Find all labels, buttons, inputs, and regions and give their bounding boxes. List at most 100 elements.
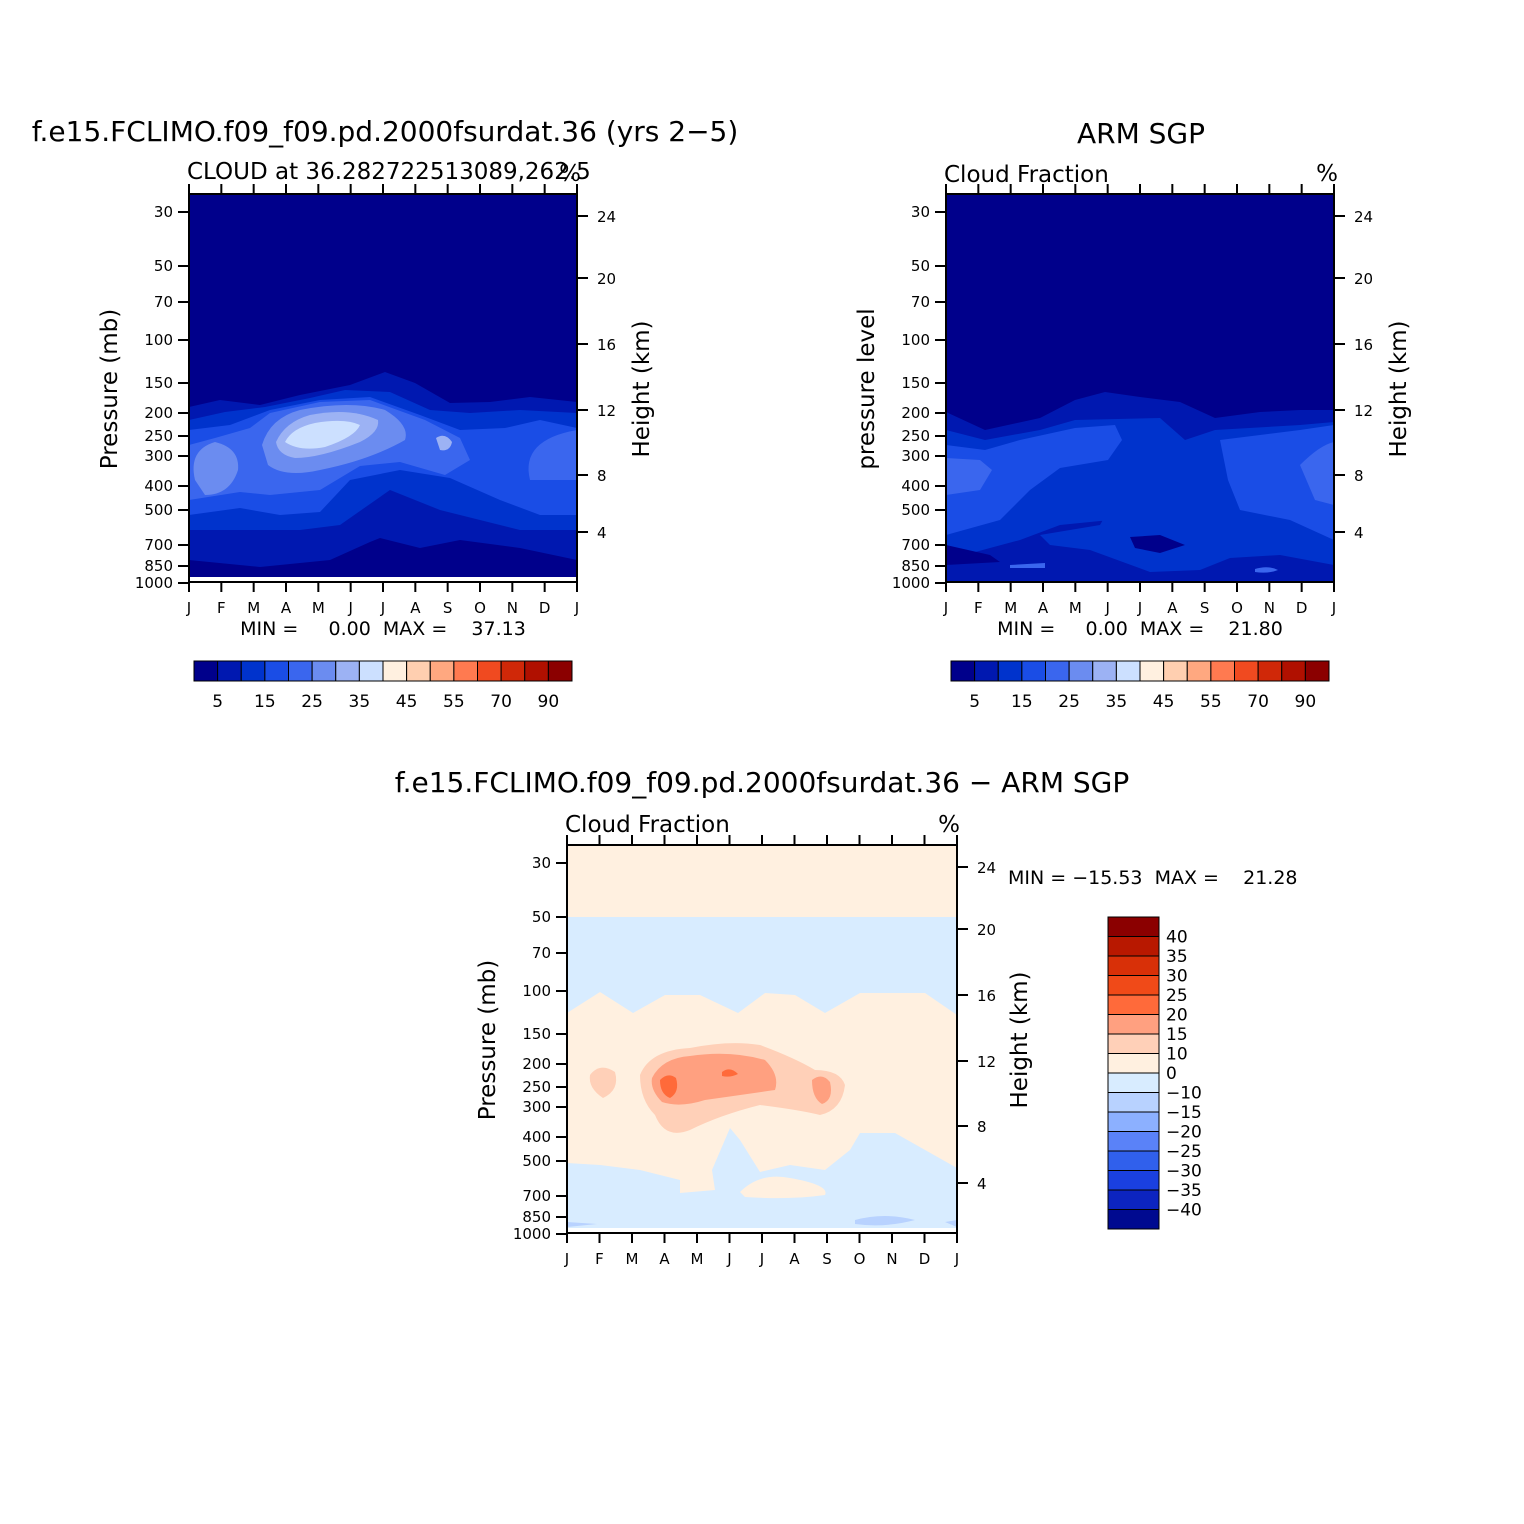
pressure-tick-label: 70 bbox=[154, 293, 173, 311]
diff-units: % bbox=[938, 812, 960, 838]
month-tick-label: F bbox=[217, 599, 226, 617]
colorbar-box bbox=[950, 660, 976, 682]
height-tick-label: 20 bbox=[1354, 270, 1373, 288]
month-tick-label: J bbox=[564, 1250, 569, 1268]
colorbar-label: 25 bbox=[1166, 986, 1188, 1006]
height-tick-label: 4 bbox=[1354, 524, 1364, 542]
model-missing-band bbox=[189, 577, 577, 582]
height-tick-label: 8 bbox=[977, 1118, 987, 1136]
colorbar-box bbox=[1107, 955, 1160, 976]
diff-ylabel: Pressure (mb) bbox=[475, 960, 501, 1120]
colorbar-label: 70 bbox=[490, 692, 512, 712]
month-tick-label: O bbox=[1231, 599, 1243, 617]
pressure-tick-label: 1000 bbox=[892, 574, 930, 592]
colorbar-box bbox=[1021, 660, 1046, 682]
colorbar-label: 35 bbox=[349, 692, 371, 712]
colorbar-box bbox=[547, 660, 573, 682]
colorbar-label: −20 bbox=[1166, 1123, 1202, 1143]
colorbar-label: −10 bbox=[1166, 1084, 1202, 1104]
month-tick-label: F bbox=[974, 599, 983, 617]
month-tick-label: A bbox=[789, 1250, 800, 1268]
month-tick-label: F bbox=[595, 1250, 604, 1268]
colorbar-label: 25 bbox=[1058, 692, 1080, 712]
pressure-tick-label: 400 bbox=[522, 1128, 551, 1146]
diff-level-neg15-neg10-edge bbox=[945, 1220, 957, 1227]
pressure-tick-label: 850 bbox=[901, 557, 930, 575]
colorbar-box bbox=[1107, 1131, 1160, 1152]
pressure-tick-label: 1000 bbox=[513, 1225, 551, 1243]
pressure-tick-label: 100 bbox=[901, 331, 930, 349]
month-tick-label: M bbox=[312, 599, 325, 617]
obs-level-20-25-east bbox=[1300, 442, 1334, 505]
colorbar-label: 25 bbox=[301, 692, 323, 712]
diff-level-neg15-neg10-west bbox=[567, 1222, 597, 1227]
diff-level-0-10-pocket bbox=[740, 1176, 826, 1199]
month-tick-label: J bbox=[380, 599, 385, 617]
obs-level-20-25-small2 bbox=[1255, 567, 1278, 573]
height-tick-label: 16 bbox=[977, 987, 996, 1005]
colorbar-box bbox=[193, 660, 219, 682]
colorbar-box bbox=[335, 660, 360, 682]
colorbar-box bbox=[1107, 1111, 1160, 1132]
obs-level-15-20-west bbox=[946, 425, 1122, 535]
height-tick-label: 24 bbox=[597, 208, 616, 226]
month-tick-label: N bbox=[1264, 599, 1275, 617]
colorbar-box bbox=[217, 660, 242, 682]
colorbar-box bbox=[1107, 1150, 1160, 1171]
pressure-tick-label: 400 bbox=[901, 477, 930, 495]
colorbar-box bbox=[500, 660, 526, 682]
colorbar-label: 45 bbox=[396, 692, 418, 712]
colorbar-label: 35 bbox=[1166, 947, 1188, 967]
colorbar-box bbox=[358, 660, 384, 682]
month-tick-label: J bbox=[1331, 599, 1336, 617]
colorbar-box bbox=[1115, 660, 1141, 682]
colorbar-label: −40 bbox=[1166, 1201, 1202, 1221]
obs-contour-field bbox=[946, 194, 1334, 582]
pressure-tick-label: 300 bbox=[901, 447, 930, 465]
pressure-tick-label: 300 bbox=[522, 1098, 551, 1116]
pressure-tick-label: 500 bbox=[144, 501, 173, 519]
month-tick-label: N bbox=[886, 1250, 897, 1268]
month-tick-label: M bbox=[1069, 599, 1082, 617]
panel-obs: ARM SGP Cloud Fraction % 30 50 70 100 150 200… bbox=[854, 117, 1412, 712]
month-tick-label: J bbox=[759, 1250, 764, 1268]
height-tick-label: 20 bbox=[977, 921, 996, 939]
colorbar-box bbox=[240, 660, 266, 682]
pressure-tick-label: 50 bbox=[532, 908, 551, 926]
panel-model: f.e15.FCLIMO.f09_f09.pd.2000fsurdat.36 (… bbox=[32, 115, 739, 712]
colorbar-label: 5 bbox=[212, 692, 223, 712]
diff-y2label: Height (km) bbox=[1007, 971, 1033, 1108]
diff-contour-field bbox=[567, 845, 957, 1233]
month-tick-label: A bbox=[1167, 599, 1178, 617]
colorbar-label: 35 bbox=[1106, 692, 1128, 712]
model-level-0-5-low bbox=[189, 538, 577, 578]
diff-level-20-25-small bbox=[722, 1069, 738, 1077]
month-tick-label: J bbox=[574, 599, 579, 617]
height-tick-label: 4 bbox=[597, 524, 607, 542]
pressure-tick-label: 100 bbox=[522, 982, 551, 1000]
obs-level-0-5-west-low bbox=[946, 545, 1000, 565]
colorbar-box bbox=[264, 660, 289, 682]
model-stats: MIN = 0.00 MAX = 37.13 bbox=[240, 618, 526, 640]
model-subtitle: CLOUD at 36.282722513089,262.5 bbox=[187, 159, 591, 185]
colorbar-label: 55 bbox=[443, 692, 465, 712]
colorbar-box bbox=[1107, 994, 1160, 1015]
model-contour-field bbox=[189, 194, 577, 582]
colorbar-label: 40 bbox=[1166, 928, 1188, 948]
colorbar-label: −15 bbox=[1166, 1103, 1202, 1123]
height-tick-label: 24 bbox=[1354, 208, 1373, 226]
colorbar-label: −35 bbox=[1166, 1181, 1202, 1201]
month-tick-label: O bbox=[474, 599, 486, 617]
month-tick-label: D bbox=[539, 599, 551, 617]
colorbar-box bbox=[1045, 660, 1070, 682]
month-tick-label: M bbox=[1004, 599, 1017, 617]
colorbar-box bbox=[1139, 660, 1165, 682]
height-tick-label: 12 bbox=[977, 1053, 996, 1071]
colorbar-box bbox=[311, 660, 337, 682]
obs-subtitle: Cloud Fraction bbox=[944, 162, 1109, 188]
pressure-tick-label: 150 bbox=[901, 374, 930, 392]
pressure-tick-label: 300 bbox=[144, 447, 173, 465]
height-tick-label: 4 bbox=[977, 1175, 987, 1193]
